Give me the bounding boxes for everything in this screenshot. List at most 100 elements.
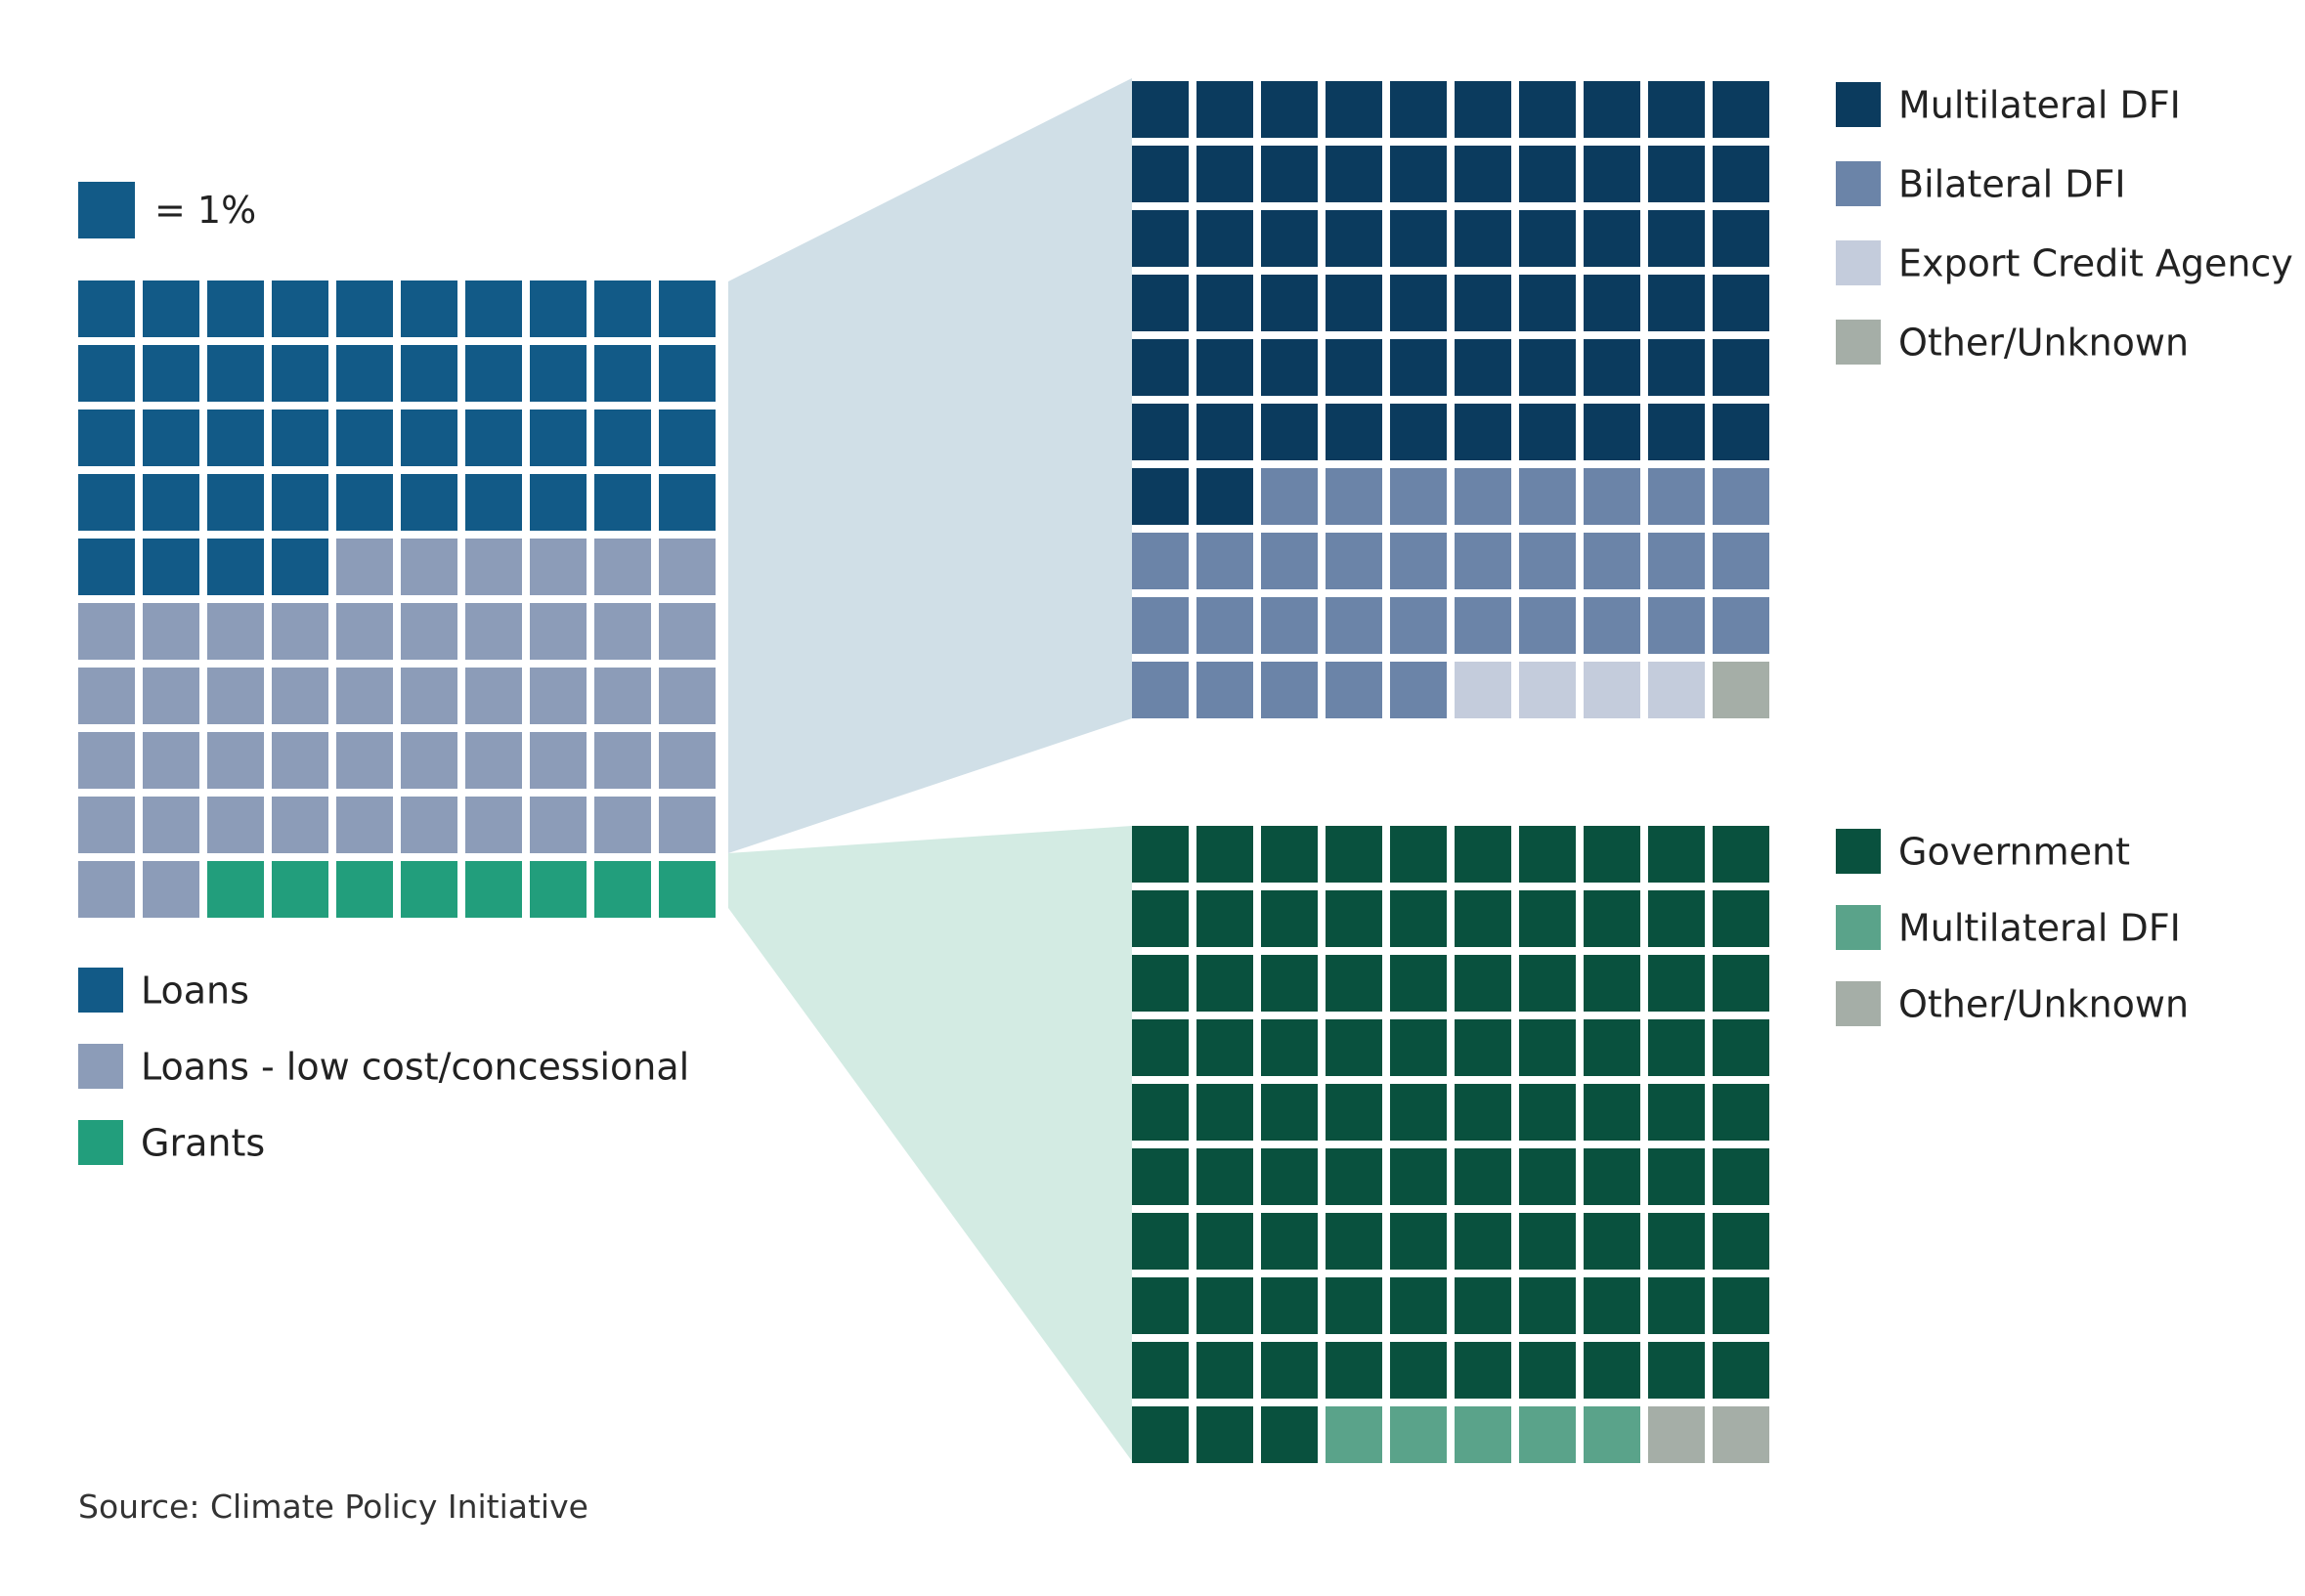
grants-source-cell-government: [1648, 1277, 1705, 1334]
main-legend-label-loans: Loans: [141, 970, 249, 1013]
grants-source-cell-government: [1196, 1406, 1253, 1463]
loans-source-legend-label-multilateral-dfi: Multilateral DFI: [1898, 84, 2181, 127]
main-legend-swatch-loans-low-cost-concessional: [78, 1044, 123, 1089]
loans-source-cell-bilateral-dfi: [1584, 597, 1640, 654]
grants-source-cell-government: [1132, 1406, 1189, 1463]
main-cell-loans: [78, 280, 135, 337]
loans-source-cell-multilateral-dfi: [1326, 81, 1382, 138]
main-cell-loans: [530, 280, 587, 337]
loans-source-cell-multilateral-dfi: [1261, 146, 1318, 202]
loans-source-legend-label-other-unknown: Other/Unknown: [1898, 322, 2189, 365]
loans-source-cell-multilateral-dfi: [1132, 404, 1189, 460]
grants-source-cell-government: [1196, 1213, 1253, 1270]
grants-source-cell-government: [1713, 1148, 1769, 1205]
loans-source-cell-multilateral-dfi: [1584, 210, 1640, 267]
main-cell-grants: [207, 861, 264, 918]
connector-grants: [728, 826, 1132, 1461]
grants-source-cell-government: [1648, 1019, 1705, 1076]
grants-source-cell-government: [1584, 1277, 1640, 1334]
grants-source-cell-government: [1584, 1084, 1640, 1141]
main-cell-loans: [659, 280, 716, 337]
main-cell-loans: [465, 474, 522, 531]
loans-source-cell-bilateral-dfi: [1648, 597, 1705, 654]
loans-source-cell-multilateral-dfi: [1390, 404, 1447, 460]
grants-source-cell-government: [1196, 1342, 1253, 1399]
main-cell-loans: [401, 280, 457, 337]
grants-source-cell-government: [1519, 890, 1576, 947]
main-cell-loans-low-cost-concessional: [465, 732, 522, 789]
loans-source-legend-label-export-credit-agency: Export Credit Agency: [1898, 242, 2293, 285]
main-cell-loans-low-cost-concessional: [465, 797, 522, 853]
main-cell-loans-low-cost-concessional: [659, 668, 716, 724]
grants-source-cell-government: [1455, 890, 1511, 947]
grants-source-cell-government: [1326, 1277, 1382, 1334]
main-cell-loans-low-cost-concessional: [78, 668, 135, 724]
grants-source-cell-multilateral-dfi: [1519, 1406, 1576, 1463]
grants-source-cell-government: [1713, 955, 1769, 1012]
main-cell-loans-low-cost-concessional: [659, 732, 716, 789]
main-cell-loans: [272, 539, 328, 595]
grants-source-legend-swatch-multilateral-dfi: [1836, 905, 1881, 950]
main-cell-loans: [659, 410, 716, 466]
loans-source-cell-bilateral-dfi: [1261, 468, 1318, 525]
connectors: [728, 78, 1132, 1461]
loans-source-cell-multilateral-dfi: [1196, 275, 1253, 331]
main-cell-loans-low-cost-concessional: [336, 732, 393, 789]
main-cell-loans: [401, 474, 457, 531]
grants-source-cell-government: [1713, 826, 1769, 883]
grants-source-legend-label-multilateral-dfi: Multilateral DFI: [1898, 907, 2181, 950]
loans-source-cell-multilateral-dfi: [1196, 81, 1253, 138]
loans-source-cell-bilateral-dfi: [1390, 662, 1447, 718]
loans-source-cell-multilateral-dfi: [1261, 275, 1318, 331]
main-cell-loans: [143, 345, 199, 402]
main-legend-label-loans-low-cost-concessional: Loans - low cost/concessional: [141, 1046, 689, 1089]
waffle-loans-breakdown: [1132, 81, 1769, 718]
grants-source-cell-government: [1390, 826, 1447, 883]
main-legend-label-grants: Grants: [141, 1122, 265, 1165]
grants-source-cell-other-unknown: [1713, 1406, 1769, 1463]
main-cell-loans-low-cost-concessional: [594, 668, 651, 724]
loans-source-cell-bilateral-dfi: [1132, 662, 1189, 718]
loans-source-cell-bilateral-dfi: [1326, 662, 1382, 718]
loans-source-cell-bilateral-dfi: [1455, 533, 1511, 589]
main-cell-loans: [336, 345, 393, 402]
grants-source-cell-government: [1713, 890, 1769, 947]
main-cell-loans-low-cost-concessional: [465, 668, 522, 724]
loans-source-cell-export-credit-agency: [1455, 662, 1511, 718]
grants-source-cell-government: [1648, 1148, 1705, 1205]
main-cell-loans: [336, 280, 393, 337]
loans-source-cell-bilateral-dfi: [1648, 468, 1705, 525]
grants-source-cell-government: [1713, 1019, 1769, 1076]
main-cell-loans-low-cost-concessional: [530, 732, 587, 789]
grants-source-cell-government: [1196, 890, 1253, 947]
main-cell-loans-low-cost-concessional: [78, 603, 135, 660]
grants-source-cell-government: [1132, 890, 1189, 947]
main-cell-loans-low-cost-concessional: [207, 732, 264, 789]
grants-source-cell-government: [1326, 1213, 1382, 1270]
grants-source-cell-government: [1132, 1019, 1189, 1076]
grants-source-cell-government: [1648, 890, 1705, 947]
loans-source-cell-bilateral-dfi: [1519, 597, 1576, 654]
grants-source-cell-government: [1455, 1148, 1511, 1205]
loans-source-cell-multilateral-dfi: [1648, 404, 1705, 460]
main-cell-loans: [143, 410, 199, 466]
grants-source-cell-government: [1519, 1019, 1576, 1076]
loans-source-cell-multilateral-dfi: [1713, 210, 1769, 267]
grants-source-cell-government: [1261, 955, 1318, 1012]
waffle-grants-breakdown: [1132, 826, 1769, 1463]
loans-source-cell-bilateral-dfi: [1132, 597, 1189, 654]
grants-source-cell-government: [1519, 826, 1576, 883]
main-cell-loans-low-cost-concessional: [465, 603, 522, 660]
loans-source-cell-multilateral-dfi: [1132, 339, 1189, 396]
main-cell-loans-low-cost-concessional: [594, 539, 651, 595]
main-cell-loans-low-cost-concessional: [78, 797, 135, 853]
main-cell-loans-low-cost-concessional: [594, 732, 651, 789]
grants-source-cell-government: [1713, 1084, 1769, 1141]
grants-source-cell-government: [1326, 1342, 1382, 1399]
grants-source-cell-government: [1519, 1148, 1576, 1205]
main-cell-loans-low-cost-concessional: [207, 603, 264, 660]
main-cell-loans-low-cost-concessional: [143, 797, 199, 853]
main-cell-loans-low-cost-concessional: [530, 539, 587, 595]
unit-key-swatch: [78, 182, 135, 238]
